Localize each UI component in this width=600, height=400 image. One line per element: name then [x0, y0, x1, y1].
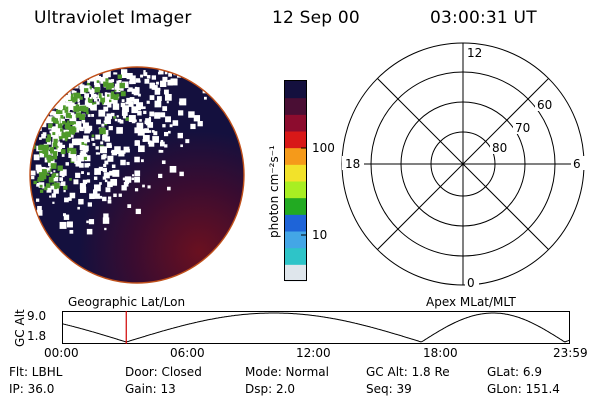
- glon-status: GLon: 151.4: [487, 382, 560, 396]
- apex-label: Apex MLat/MLT: [426, 295, 516, 309]
- colorbar-tick-10: 10: [312, 228, 328, 242]
- altitude-timeline-plot: [62, 311, 570, 344]
- color-scale-bar: [284, 80, 307, 282]
- image-limb: [29, 66, 245, 284]
- colorbar-segment: [285, 164, 307, 182]
- time-label: 03:00:31 UT: [430, 8, 537, 28]
- colorbar-unit-label: photon cm⁻²s⁻¹: [267, 145, 281, 238]
- date-label: 12 Sep 00: [272, 8, 360, 28]
- glat-status: GLat: 6.9: [487, 365, 542, 379]
- colorbar-segment: [285, 147, 307, 165]
- seq-status: Seq: 39: [366, 382, 412, 396]
- altitude-curve: [62, 312, 570, 343]
- gc-alt-status: GC Alt: 1.8 Re: [366, 365, 450, 379]
- time-tick-0000: 00:00: [44, 346, 79, 360]
- time-tick-1200: 12:00: [296, 346, 331, 360]
- colorbar-segment: [285, 181, 307, 199]
- mlt-label-0: 0: [467, 276, 475, 290]
- filter-status: Flt: LBHL: [9, 365, 63, 379]
- alt-tick-high: 9.0: [27, 309, 47, 323]
- mlt-label-18: 18: [345, 157, 360, 171]
- time-tick-0600: 06:00: [170, 346, 205, 360]
- colorbar-segment: [285, 247, 307, 265]
- mode-status: Mode: Normal: [245, 365, 329, 379]
- mlat-label-80: 80: [492, 141, 507, 155]
- colorbar-segment: [285, 214, 307, 232]
- time-tick-2359: 23:59: [553, 346, 588, 360]
- geographic-label: Geographic Lat/Lon: [68, 295, 186, 309]
- polar-mlat-mlt-plot: 12 18 6 0 60 70 80: [341, 42, 585, 290]
- mlt-label-12: 12: [467, 46, 482, 60]
- gc-alt-axis-label: GC Alt: [13, 309, 27, 347]
- time-tick-1800: 18:00: [423, 346, 458, 360]
- colorbar-segment: [285, 81, 307, 99]
- mlat-label-60: 60: [537, 98, 552, 112]
- colorbar-segment: [285, 131, 307, 149]
- mlat-label-70: 70: [515, 121, 530, 135]
- alt-tick-low: 1.8: [27, 329, 47, 343]
- colorbar-tick-100: 100: [312, 141, 335, 155]
- gain-status: Gain: 13: [125, 382, 176, 396]
- colorbar-segment: [285, 231, 307, 249]
- ip-status: IP: 36.0: [9, 382, 55, 396]
- door-status: Door: Closed: [125, 365, 202, 379]
- colorbar-segment: [285, 97, 307, 115]
- colorbar-segment: [285, 264, 307, 282]
- dsp-status: Dsp: 2.0: [245, 382, 296, 396]
- mlt-label-6: 6: [573, 157, 581, 171]
- instrument-title: Ultraviolet Imager: [34, 8, 192, 28]
- colorbar-segment: [285, 197, 307, 215]
- colorbar-segment: [285, 114, 307, 132]
